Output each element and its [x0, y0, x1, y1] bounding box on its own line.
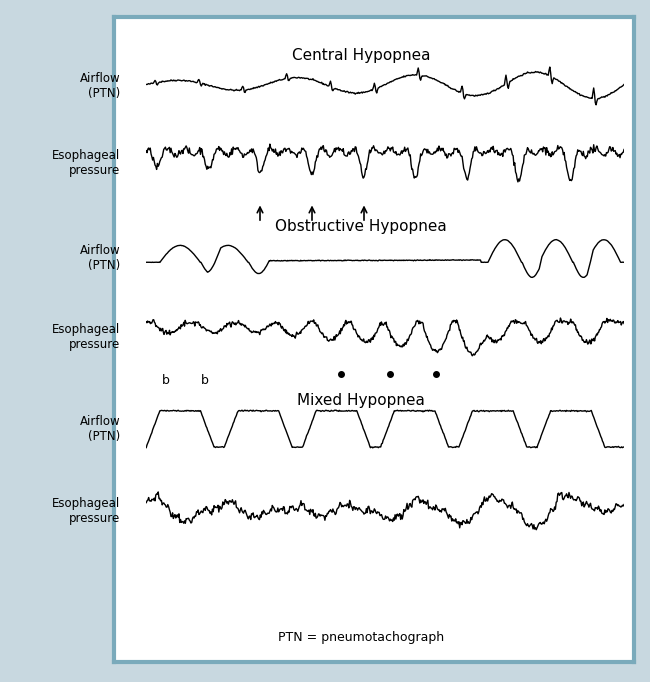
Text: Airflow
(PTN): Airflow (PTN)	[79, 72, 120, 100]
Text: b: b	[201, 374, 209, 387]
Text: Esophageal
pressure: Esophageal pressure	[52, 323, 120, 351]
Text: Esophageal
pressure: Esophageal pressure	[52, 496, 120, 525]
Text: Central Hypopnea: Central Hypopnea	[291, 48, 430, 63]
Text: Mixed Hypopnea: Mixed Hypopnea	[297, 393, 424, 408]
Text: Airflow
(PTN): Airflow (PTN)	[79, 415, 120, 443]
Text: Esophageal
pressure: Esophageal pressure	[52, 149, 120, 177]
Text: Airflow
(PTN): Airflow (PTN)	[79, 244, 120, 273]
Text: b: b	[162, 374, 170, 387]
Text: Obstructive Hypopnea: Obstructive Hypopnea	[275, 219, 447, 234]
Text: PTN = pneumotachograph: PTN = pneumotachograph	[278, 631, 444, 644]
